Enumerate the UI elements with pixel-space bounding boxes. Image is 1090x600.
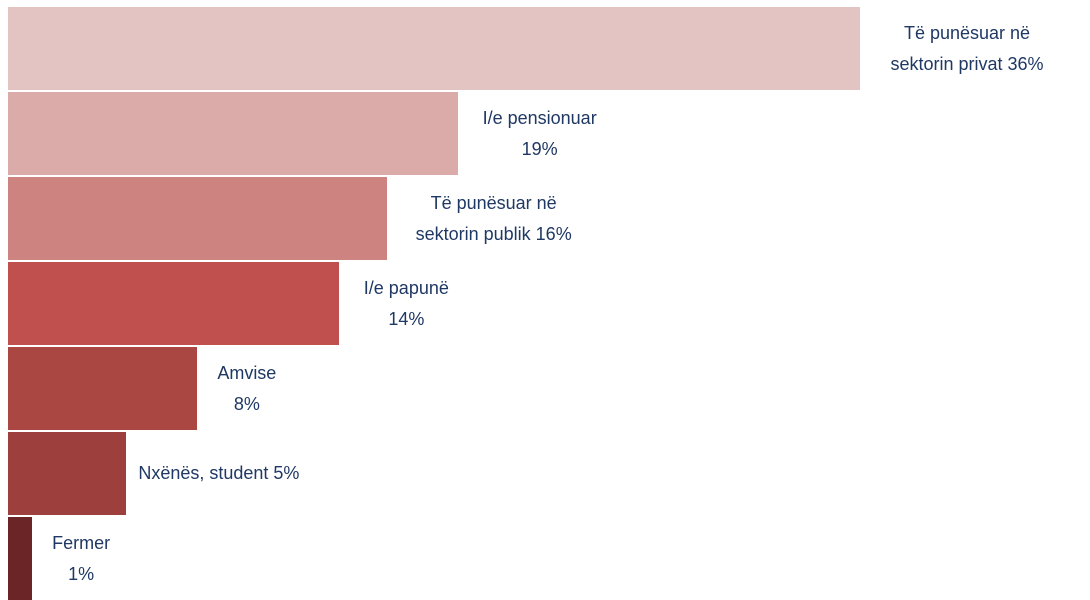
data-label-text: Të punësuar në sektorin privat 36%: [872, 18, 1062, 80]
value-label: 19%: [521, 138, 558, 159]
data-label-text: Amvise 8%: [209, 358, 284, 420]
data-label: Fermer 1%: [44, 517, 119, 600]
value-label: 1%: [68, 563, 95, 584]
data-label: I/e pensionuar 19%: [470, 92, 610, 175]
bar: [8, 517, 32, 600]
data-label-text: Nxënës, student 5%: [138, 458, 299, 489]
category-label: I/e pensionuar: [482, 107, 597, 128]
data-label: Nxënës, student 5%: [138, 432, 299, 515]
data-label-text: Të punësuar në sektorin publik 16%: [399, 188, 589, 250]
data-label: Të punësuar në sektorin privat 36%: [872, 7, 1062, 90]
value-label: 16%: [535, 223, 572, 244]
category-label: Të punësuar në sektorin privat: [890, 22, 1031, 74]
data-label: Amvise 8%: [209, 347, 284, 430]
category-label: Nxënës, student: [138, 463, 269, 483]
bar: [8, 347, 198, 430]
data-label-text: I/e papunë 14%: [351, 273, 461, 335]
category-label: Fermer: [52, 532, 111, 553]
category-label: Të punësuar në sektorin publik: [415, 192, 557, 244]
value-label: 36%: [1007, 53, 1044, 74]
category-label: Amvise: [217, 362, 277, 383]
bar: [8, 177, 387, 260]
value-label: 14%: [388, 308, 425, 329]
category-label: I/e papunë: [363, 277, 449, 298]
value-label: 8%: [233, 393, 260, 414]
data-label-text: I/e pensionuar 19%: [470, 103, 610, 165]
data-label: I/e papunë 14%: [351, 262, 461, 345]
bar: [8, 7, 860, 90]
data-label-text: Fermer 1%: [44, 528, 119, 590]
bar: [8, 92, 458, 175]
bar: [8, 262, 340, 345]
bar: [8, 432, 127, 515]
data-label: Të punësuar në sektorin publik 16%: [399, 177, 589, 260]
value-label: 5%: [273, 463, 300, 483]
